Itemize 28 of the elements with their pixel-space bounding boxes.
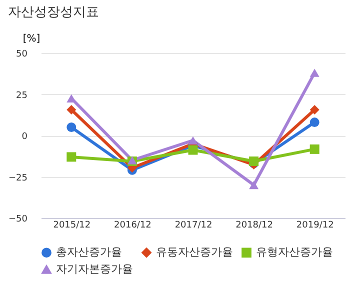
point [66,122,76,132]
x-tick-label: 2018/12 [236,220,273,230]
point [66,152,76,162]
point [310,144,320,154]
y-axis-title: [%] [22,34,40,44]
legend-label: 유형자산증가율 [256,246,333,259]
point [66,94,76,102]
y-tick-label: 0 [22,132,28,142]
point [310,68,320,77]
y-tick-label: 25 [16,90,28,101]
legend-label: 유동자산증가율 [156,246,233,259]
point [310,105,320,115]
point [310,118,320,128]
legend-label: 총자산증가율 [56,246,122,259]
point [249,180,259,190]
point [188,136,198,145]
point [66,105,76,115]
x-tick-label: 2015/12 [53,220,91,230]
x-tick-label: 2016/12 [114,220,152,230]
point [249,156,259,166]
y-tick-label: −50 [8,214,28,224]
y-tick-label: −25 [8,173,28,184]
legend-label: 자기자본증가율 [56,262,133,276]
point [188,145,198,155]
chart-title: 자산성장성지표 [8,5,100,20]
x-tick-label: 2017/12 [174,220,212,230]
y-tick-label: 50 [16,50,28,60]
x-tick-label: 2019/12 [296,220,334,230]
